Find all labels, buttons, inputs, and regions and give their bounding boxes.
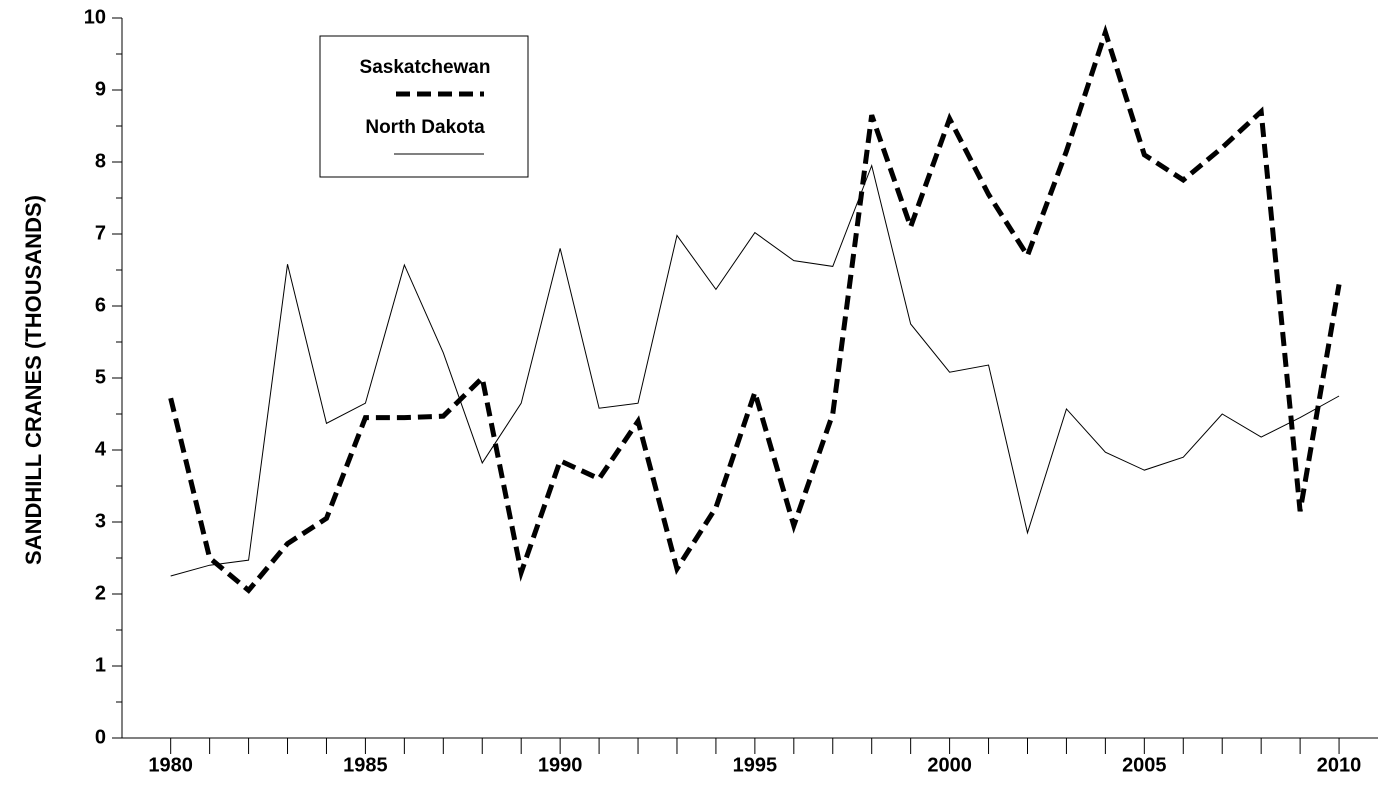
y-tick-label: 6 (95, 294, 106, 316)
y-tick-label: 0 (95, 726, 106, 748)
y-tick-label: 4 (95, 438, 107, 460)
x-tick-label: 2010 (1317, 754, 1362, 776)
x-tick-label: 1990 (538, 754, 583, 776)
y-tick-label: 1 (95, 654, 106, 676)
x-tick-label: 1980 (148, 754, 193, 776)
y-tick-label: 7 (95, 222, 106, 244)
y-tick-label: 2 (95, 582, 106, 604)
y-tick-label: 8 (95, 150, 106, 172)
y-tick-label: 9 (95, 78, 106, 100)
series-line (170, 163, 1340, 577)
y-tick-label: 5 (95, 366, 106, 388)
legend-label: Saskatchewan (360, 57, 491, 78)
y-tick-label: 3 (95, 510, 106, 532)
y-tick-label: 10 (84, 6, 106, 28)
x-tick-label: 2000 (927, 754, 972, 776)
x-tick-label: 2005 (1122, 754, 1167, 776)
legend-label: North Dakota (365, 117, 485, 138)
x-tick-label: 1995 (733, 754, 778, 776)
x-tick-label: 1985 (343, 754, 388, 776)
y-axis-label: SANDHILL CRANES (THOUSANDS) (21, 195, 46, 565)
series-line (168, 24, 1342, 594)
